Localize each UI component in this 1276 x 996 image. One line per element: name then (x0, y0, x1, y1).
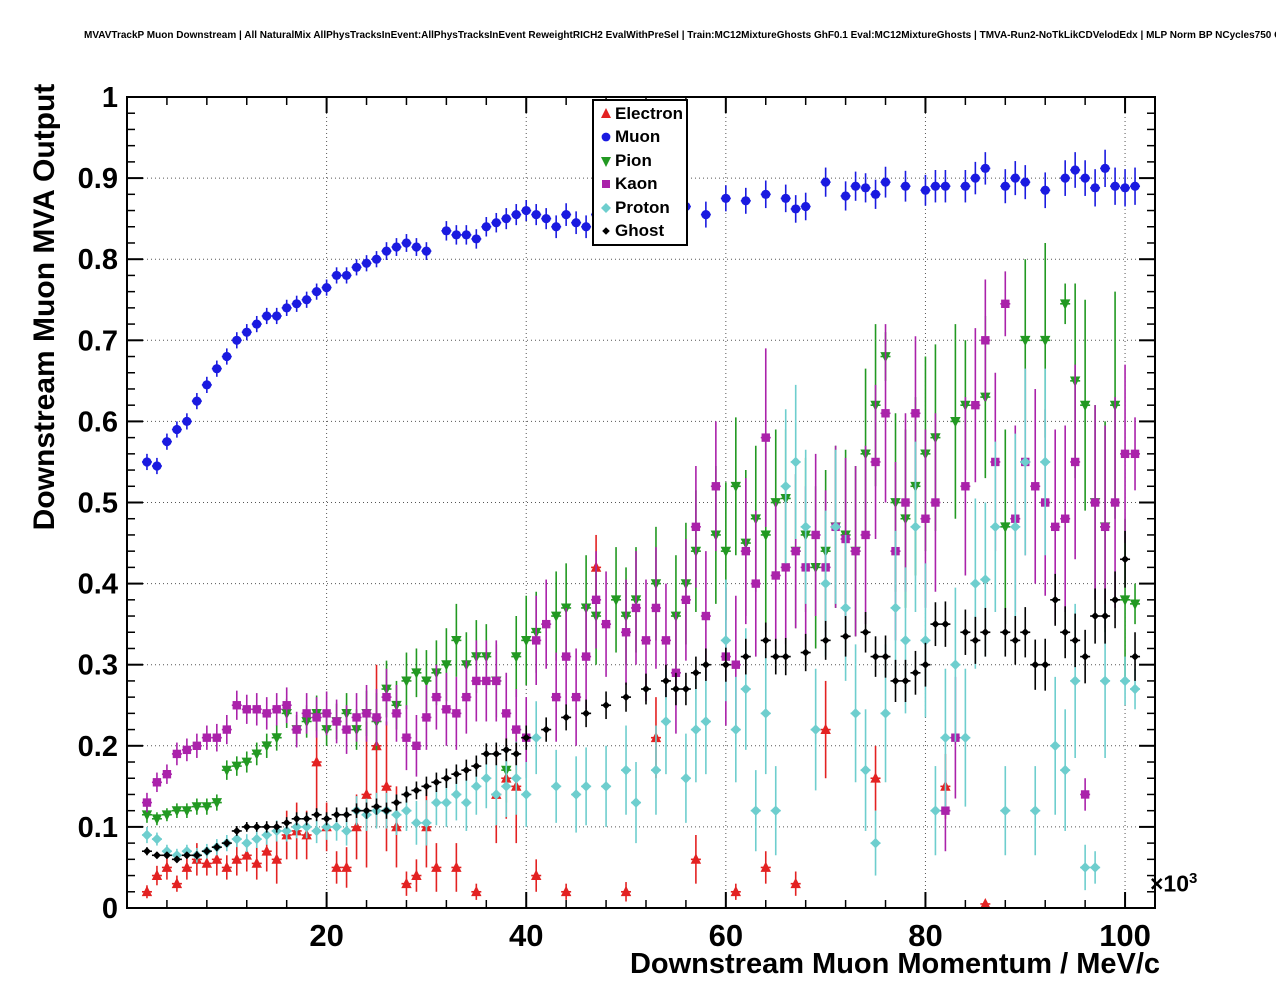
legend-entry-proton: Proton (596, 196, 686, 220)
y-tick-label: 0 (102, 893, 118, 925)
series-muon (141, 149, 1141, 475)
x-axis-title: Downstream Muon Momentum / MeV/c (629, 948, 1161, 980)
y-tick-label: 0.4 (78, 569, 118, 601)
legend: Electron Muon Pion Kaon Proton Ghost (592, 99, 688, 246)
electron-marker-icon (596, 106, 615, 122)
series-kaon (141, 271, 1141, 852)
y-tick-label: 0.1 (78, 812, 118, 844)
multiplier-base: ×10 (1150, 870, 1190, 897)
y-tick-label: 1 (102, 82, 118, 114)
muon-marker-icon (596, 129, 615, 145)
series-layer (141, 149, 1141, 908)
y-tick-label: 0.8 (78, 244, 118, 276)
proton-marker-icon (596, 200, 615, 216)
x-axis-multiplier: ×103 (1150, 870, 1197, 898)
x-tick-label: 80 (908, 918, 942, 953)
legend-label-proton: Proton (615, 197, 670, 217)
y-tick-label: 0.5 (78, 488, 118, 520)
plot-frame (126, 96, 1156, 909)
y-tick-label: 0.9 (78, 163, 118, 195)
plot-title: MVAVTrackP Muon Downstream | All Natural… (84, 30, 1276, 41)
legend-label-ghost: Ghost (615, 221, 665, 241)
y-tick-label: 0.7 (78, 325, 118, 357)
legend-label-electron: Electron (615, 103, 684, 123)
multiplier-exponent: 3 (1189, 870, 1198, 887)
y-tick-label: 0.2 (78, 731, 118, 763)
legend-entry-pion: Pion (596, 149, 686, 173)
legend-entry-kaon: Kaon (596, 173, 686, 197)
axis-ticks (127, 96, 1155, 909)
legend-entry-electron: Electron (596, 102, 686, 126)
legend-label-muon: Muon (615, 127, 661, 147)
x-tick-label: 100 (1099, 918, 1151, 953)
legend-label-pion: Pion (615, 150, 652, 170)
ghost-marker-icon (596, 223, 615, 239)
x-tick-label: 60 (709, 918, 743, 953)
series-ghost (141, 530, 1141, 864)
series-pion (141, 242, 1141, 826)
x-tick-label: 20 (309, 918, 343, 953)
series-proton (141, 368, 1141, 891)
legend-label-kaon: Kaon (615, 174, 658, 194)
legend-entry-ghost: Ghost (596, 220, 686, 244)
x-tick-label: 40 (509, 918, 543, 953)
y-tick-label: 0.6 (78, 406, 118, 438)
legend-entry-muon: Muon (596, 126, 686, 150)
tick-labels: 0 0.1 0.2 0.3 0.4 0.5 0.6 0.7 0.8 0.9 1 20 40 60 80 100 (78, 82, 1151, 953)
pion-marker-icon (596, 153, 615, 169)
kaon-marker-icon (596, 176, 615, 192)
y-tick-label: 0.3 (78, 650, 118, 682)
